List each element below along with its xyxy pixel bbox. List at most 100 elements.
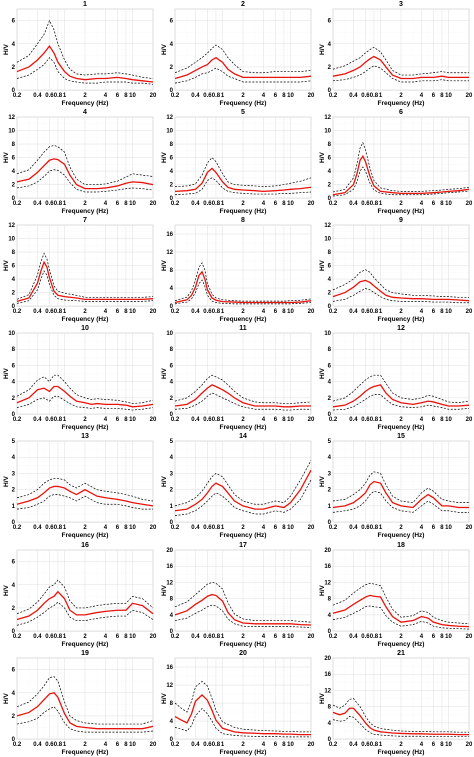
upper-std-curve xyxy=(332,46,469,76)
y-tick-label: 2 xyxy=(12,183,16,189)
mean-hv-curve xyxy=(332,155,470,196)
x-tick-label: 20 xyxy=(150,742,157,748)
y-axis-label: H/V xyxy=(319,476,326,488)
plot-title: 5 xyxy=(241,109,245,116)
x-tick-label: 20 xyxy=(308,417,315,423)
x-tick-label: 0.8 xyxy=(212,93,221,99)
x-tick-label: 20 xyxy=(308,201,315,207)
y-tick-label: 20 xyxy=(166,548,173,554)
y-tick-label: 4 xyxy=(328,612,332,618)
x-tick-label: 0.6 xyxy=(203,634,212,640)
x-tick-label: 20 xyxy=(150,93,157,99)
x-tick-label: 0.4 xyxy=(349,742,358,748)
x-tick-label: 0.4 xyxy=(349,634,358,640)
y-tick-label: 2 xyxy=(12,291,16,297)
lower-std-curve xyxy=(16,494,153,510)
y-tick-label: 8 xyxy=(12,250,16,256)
mean-hv-curve xyxy=(332,481,469,509)
y-tick-label: 0 xyxy=(12,520,16,526)
x-tick-label: 4 xyxy=(420,93,424,99)
x-tick-label: 20 xyxy=(308,525,315,531)
mean-hv-curve xyxy=(16,590,154,620)
x-tick-label: 6 xyxy=(432,201,436,207)
y-tick-label: 2 xyxy=(12,396,16,402)
lower-std-curve xyxy=(16,601,154,626)
x-tick-label: 8 xyxy=(440,417,444,423)
plot-title: 16 xyxy=(81,542,89,549)
y-tick-label: 2 xyxy=(328,291,332,297)
x-tick-label: 1 xyxy=(63,309,67,315)
x-tick-label: 2 xyxy=(83,742,87,748)
x-tick-label: 8 xyxy=(440,525,444,531)
x-tick-label: 0.2 xyxy=(171,634,180,640)
mean-hv-curve xyxy=(332,384,470,408)
mean-hv-curve xyxy=(174,384,311,408)
y-tick-label: 4 xyxy=(12,380,16,386)
x-tick-label: 0.4 xyxy=(191,634,200,640)
x-tick-label: 0.2 xyxy=(171,742,180,748)
x-tick-label: 0.2 xyxy=(329,93,338,99)
x-tick-label: 4 xyxy=(420,201,424,207)
x-tick-label: 2 xyxy=(399,309,403,315)
hv-plot-1: 1 0 2 4 6 0.2 0.4 0.6 0.8 1 2 4 6 8 10 20 Frequency (Hz)… xyxy=(0,0,158,108)
y-tick-label: 16 xyxy=(166,564,173,570)
x-tick-label: 6 xyxy=(274,634,278,640)
y-tick-label: 10 xyxy=(324,129,331,135)
x-tick-label: 0.2 xyxy=(171,93,180,99)
y-axis-label: H/V xyxy=(161,152,168,164)
y-axis-label: H/V xyxy=(319,260,326,272)
y-tick-label: 4 xyxy=(12,169,16,175)
y-tick-label: 1 xyxy=(328,504,332,510)
x-tick-label: 10 xyxy=(445,417,452,423)
y-tick-label: 0 xyxy=(328,196,332,202)
y-tick-label: 4 xyxy=(170,42,174,48)
y-tick-label: 2 xyxy=(328,488,332,494)
x-tick-label: 4 xyxy=(262,309,266,315)
x-tick-label: 6 xyxy=(274,742,278,748)
y-tick-label: 4 xyxy=(12,456,16,462)
plot-title: 19 xyxy=(81,650,89,657)
hv-plot-3: 3 0 2 4 6 0.2 0.4 0.6 0.8 1 2 4 6 8 10 20 Frequency (Hz)… xyxy=(316,0,474,108)
x-tick-label: 0.6 xyxy=(45,93,54,99)
x-axis-label: Frequency (Hz) xyxy=(378,424,425,431)
x-tick-label: 1 xyxy=(221,93,225,99)
x-tick-label: 1 xyxy=(379,201,383,207)
hv-plot-15: 15 0 1 2 3 4 5 0.2 0.4 0.6 0.8 1 2 4 6 8 10 20 Frequency (… xyxy=(316,432,474,540)
x-tick-label: 6 xyxy=(116,201,120,207)
x-tick-label: 0.4 xyxy=(191,201,200,207)
y-tick-label: 0 xyxy=(170,412,174,418)
x-tick-label: 6 xyxy=(432,417,436,423)
lower-std-curve xyxy=(16,270,154,304)
x-tick-label: 0.6 xyxy=(203,201,212,207)
x-tick-label: 0.8 xyxy=(54,309,63,315)
y-axis-label: H/V xyxy=(3,584,10,596)
x-tick-label: 4 xyxy=(262,201,266,207)
x-tick-label: 4 xyxy=(104,201,108,207)
x-tick-label: 0.4 xyxy=(33,634,42,640)
x-tick-label: 0.6 xyxy=(203,309,212,315)
x-tick-label: 1 xyxy=(63,525,67,531)
x-tick-label: 20 xyxy=(150,417,157,423)
x-tick-label: 0.6 xyxy=(361,309,370,315)
x-tick-label: 4 xyxy=(262,634,266,640)
x-tick-label: 0.2 xyxy=(13,417,22,423)
x-tick-label: 0.8 xyxy=(370,417,379,423)
x-tick-label: 1 xyxy=(379,93,383,99)
mean-hv-curve xyxy=(174,593,312,626)
x-tick-label: 4 xyxy=(104,634,108,640)
x-tick-label: 0.8 xyxy=(54,417,63,423)
x-tick-label: 8 xyxy=(124,417,128,423)
hv-plot-17: 17 0 4 8 12 16 20 0.2 0.4 0.6 0.8 1 2 4 6 8 10 20 Frequenc… xyxy=(158,541,316,649)
x-tick-label: 0.2 xyxy=(171,417,180,423)
y-tick-label: 2 xyxy=(170,396,174,402)
plot-title: 14 xyxy=(239,433,247,440)
x-tick-label: 1 xyxy=(63,417,67,423)
x-tick-label: 8 xyxy=(440,93,444,99)
mean-hv-curve xyxy=(174,270,312,304)
y-tick-label: 0 xyxy=(170,520,174,526)
x-tick-label: 20 xyxy=(150,201,157,207)
x-tick-label: 1 xyxy=(379,742,383,748)
